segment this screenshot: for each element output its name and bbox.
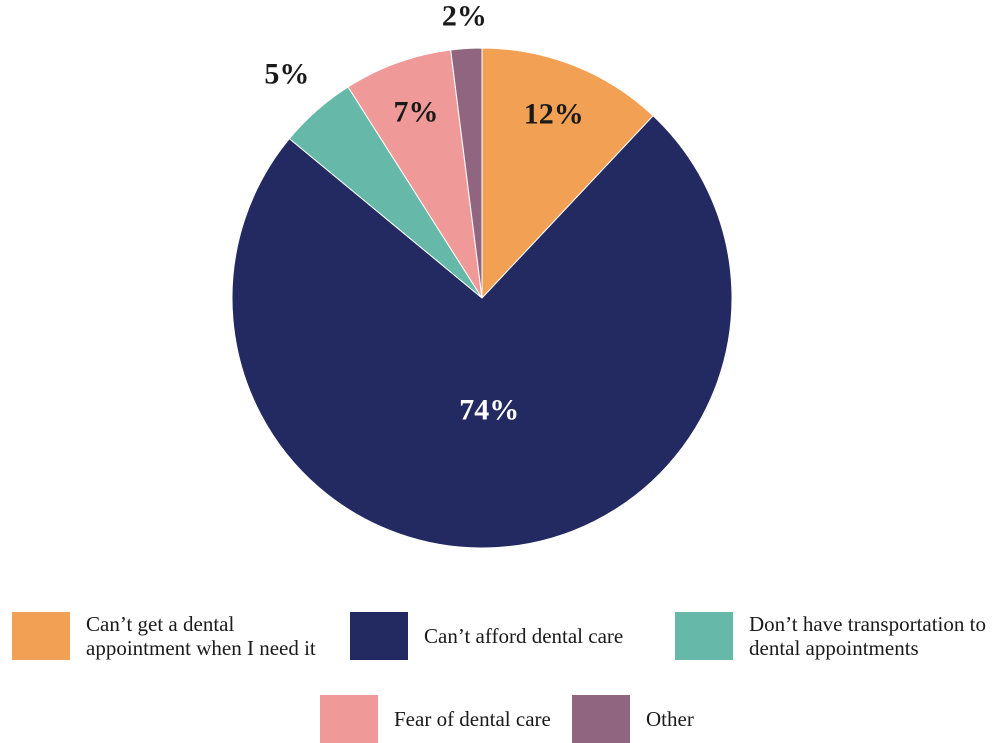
legend-item-fear: Fear of dental care (320, 695, 551, 743)
data-label-other: 2% (442, 0, 487, 32)
legend-label-cant-afford: Can’t afford dental care (424, 624, 623, 648)
pie-svg: 12% 74% 5% 7% 2% (0, 0, 1008, 590)
legend-label-other: Other (646, 707, 694, 731)
legend-swatch-no-transportation (675, 612, 733, 660)
legend-item-no-transportation: Don’t have transportation to dental appo… (675, 612, 986, 660)
data-label-cant-afford: 74% (459, 394, 519, 427)
legend-label-cant-get-appointment: Can’t get a dental appointment when I ne… (86, 612, 316, 660)
data-label-fear: 7% (393, 95, 438, 128)
legend-swatch-cant-get-appointment (12, 612, 70, 660)
legend-item-other: Other (572, 695, 694, 743)
legend-item-cant-afford: Can’t afford dental care (350, 612, 623, 660)
data-label-no-transportation: 5% (264, 58, 309, 91)
legend-label-fear: Fear of dental care (394, 707, 551, 731)
legend-swatch-cant-afford (350, 612, 408, 660)
legend-swatch-other (572, 695, 630, 743)
data-label-cant-get-appointment: 12% (524, 98, 584, 131)
legend-label-no-transportation: Don’t have transportation to dental appo… (749, 612, 986, 660)
legend-swatch-fear (320, 695, 378, 743)
legend-item-cant-get-appointment: Can’t get a dental appointment when I ne… (12, 612, 316, 660)
